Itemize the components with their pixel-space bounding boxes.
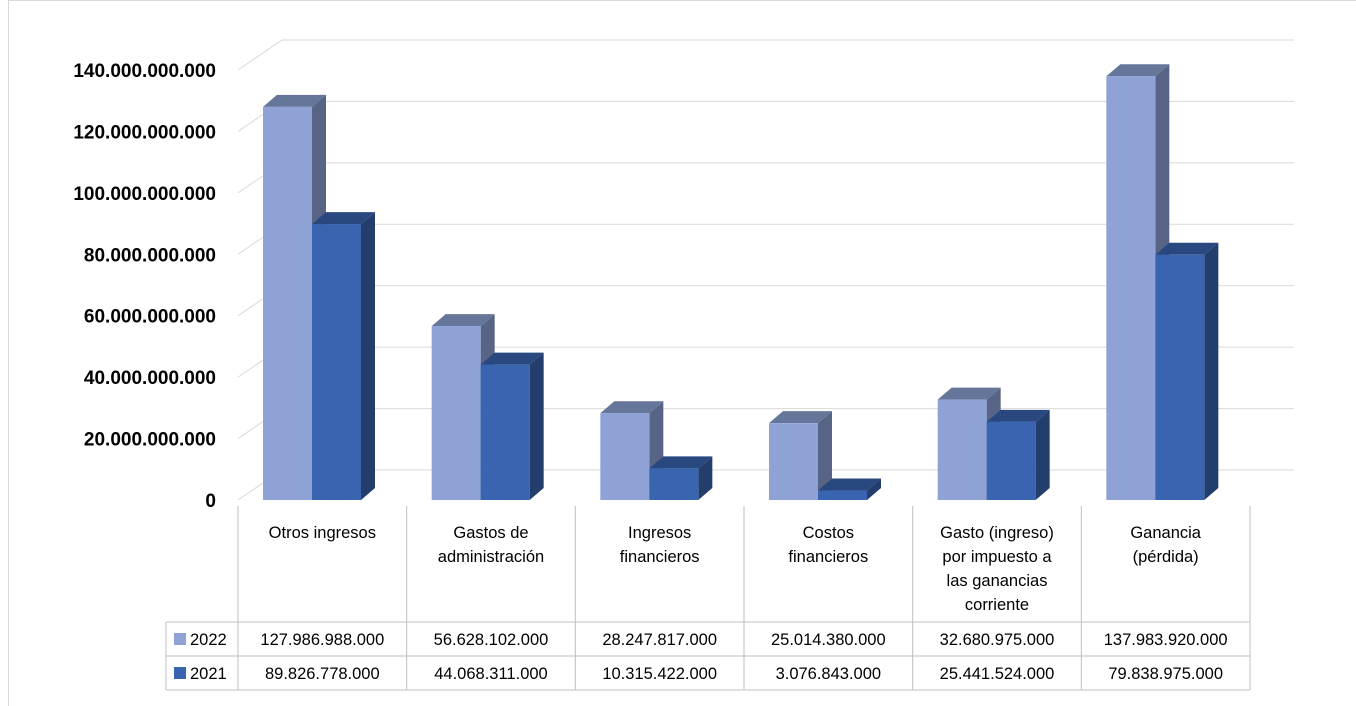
data-label: 44.068.311.000 xyxy=(434,665,547,683)
category-label: financieros xyxy=(620,548,700,566)
bar-side xyxy=(1035,409,1050,500)
category-label: administración xyxy=(438,548,544,566)
bar-2022 xyxy=(769,423,818,500)
category-label: (pérdida) xyxy=(1133,548,1199,566)
bar-2022 xyxy=(431,326,481,500)
data-table: Otros ingresos Gastos de administración Ing… xyxy=(165,506,1251,691)
bar-side xyxy=(529,352,544,500)
bar-2022 xyxy=(937,399,987,500)
category-label: Gasto (ingreso) xyxy=(940,524,1054,542)
bar-2022 xyxy=(263,106,312,501)
bar-top xyxy=(986,409,1050,422)
bar-2022 xyxy=(1106,76,1156,500)
y-tick-label: 120.000.000.000 xyxy=(73,122,216,143)
bar-side xyxy=(818,411,832,500)
data-label: 3.076.843.000 xyxy=(776,665,882,683)
bar-2021 xyxy=(986,421,1036,500)
bar-top xyxy=(431,314,495,327)
category-label: Gastos de xyxy=(453,524,528,542)
y-tick-label: 20.000.000.000 xyxy=(84,430,216,451)
data-label: 25.014.380.000 xyxy=(771,631,886,649)
category-label: corriente xyxy=(965,596,1029,614)
bar-top xyxy=(600,401,664,414)
legend-label: 2022 xyxy=(190,631,227,649)
bars-layer xyxy=(263,64,1219,501)
bar-top xyxy=(1155,242,1219,255)
y-tick-label: 140.000.000.000 xyxy=(73,61,216,82)
bar-top xyxy=(937,387,1001,400)
category-label: Costos xyxy=(803,524,854,542)
legend-label: 2021 xyxy=(190,665,227,683)
data-label: 79.838.975.000 xyxy=(1108,665,1223,683)
chart-frame xyxy=(8,0,1356,706)
bar-side xyxy=(361,212,375,501)
data-label: 89.826.778.000 xyxy=(265,665,380,683)
category-label: las ganancias xyxy=(947,572,1048,590)
category-label: Ganancia xyxy=(1130,524,1201,542)
bar-2021 xyxy=(649,468,699,500)
data-label: 56.628.102.000 xyxy=(434,631,549,649)
category-label: financieros xyxy=(788,548,868,566)
bar-top xyxy=(769,411,832,424)
category-label: Ingresos xyxy=(628,524,691,542)
category-label: Otros ingresos xyxy=(269,524,376,542)
y-tick-label: 100.000.000.000 xyxy=(73,184,216,205)
bar-2021 xyxy=(312,224,361,501)
data-label: 25.441.524.000 xyxy=(940,665,1055,683)
bar-top xyxy=(649,456,713,469)
bar-side xyxy=(698,456,713,500)
y-axis: 0 20.000.000.000 40.000.000.000 60.000.000.… xyxy=(73,61,216,512)
bar-top xyxy=(312,212,375,225)
bar-top xyxy=(263,94,326,107)
bar-side xyxy=(1204,242,1219,501)
bar-2021 xyxy=(480,364,530,500)
gridline-side xyxy=(237,39,283,71)
bar-2021 xyxy=(818,490,867,500)
y-tick-label: 0 xyxy=(205,491,216,512)
data-label: 28.247.817.000 xyxy=(602,631,717,649)
bar-top xyxy=(818,478,881,491)
data-label: 10.315.422.000 xyxy=(602,665,717,683)
legend-swatch xyxy=(174,667,186,679)
bar-2021 xyxy=(1155,254,1205,500)
category-label: por impuesto a xyxy=(942,548,1052,566)
bar-top xyxy=(480,352,544,365)
data-label: 127.986.988.000 xyxy=(260,631,384,649)
y-tick-label: 80.000.000.000 xyxy=(84,245,216,266)
legend-swatch xyxy=(174,633,186,645)
bar-top xyxy=(1106,64,1170,77)
bar-side xyxy=(867,478,881,500)
data-label: 137.983.920.000 xyxy=(1104,631,1228,649)
y-tick-label: 40.000.000.000 xyxy=(84,368,216,389)
bar-2022 xyxy=(600,413,650,500)
data-label: 32.680.975.000 xyxy=(940,631,1055,649)
y-tick-label: 60.000.000.000 xyxy=(84,307,216,328)
